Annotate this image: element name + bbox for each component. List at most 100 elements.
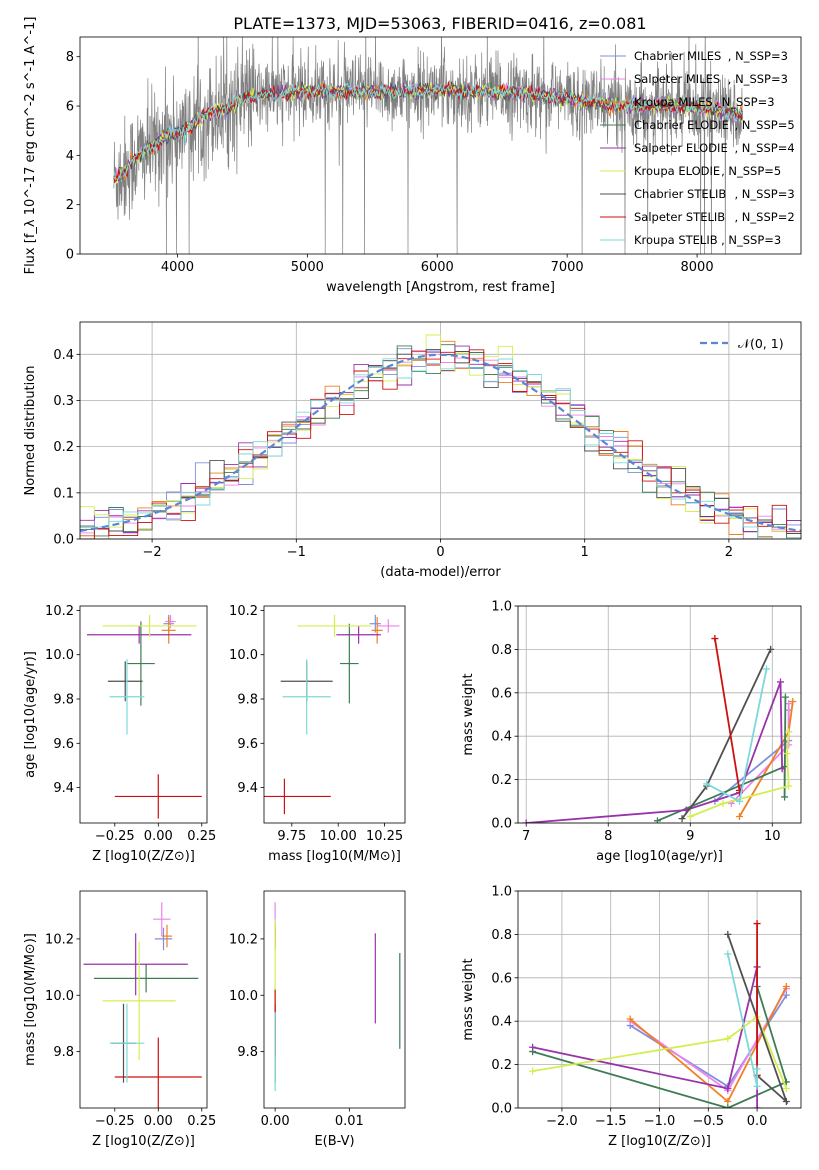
- x-tick-label: 1: [581, 545, 589, 560]
- errorbar-salpeter-stelib: [114, 1037, 202, 1108]
- weight-marker: [767, 645, 775, 653]
- weight-marker: [785, 728, 793, 736]
- x-tick-label: 7: [522, 829, 530, 844]
- plot-area: [86, 614, 202, 819]
- x-tick-label: −0.5: [693, 1114, 725, 1129]
- y-tick-label: 9.8: [237, 1045, 258, 1060]
- axes: −2 −1 0 1 2 0.0 0.1 0.2 0.3 0.4 (data-model)/error…: [23, 321, 802, 580]
- x-tick-label: −1.0: [644, 1114, 676, 1129]
- y-axis-label: Flux [f_λ 10^-17 erg cm^-2 s^-1 A^-1]: [23, 17, 38, 275]
- x-axis-label: Z [log10(Z/Z⊙)]: [92, 1134, 195, 1149]
- y-tick-label: 0.2: [491, 773, 512, 788]
- axes-frame: [263, 605, 406, 824]
- y-tick-label: 10.0: [229, 989, 258, 1004]
- x-tick-label: 8000: [681, 260, 714, 275]
- x-tick-label: 5000: [291, 260, 324, 275]
- weight-marker: [781, 693, 789, 701]
- figure-title: PLATE=1373, MJD=53063, FIBERID=0416, z=0…: [233, 14, 646, 33]
- model-spectrum-kroupa-stelib: [113, 81, 743, 180]
- errorbar-salpeter-miles: [153, 902, 171, 937]
- y-tick-label: 0.4: [53, 348, 74, 363]
- axes-frame: [79, 605, 208, 824]
- x-tick-label: 0.00: [144, 829, 173, 844]
- y-tick-label: 10.2: [45, 604, 74, 619]
- y-tick-label: 4: [66, 149, 74, 164]
- axes: 0.00 0.01 9.8 10.0 10.2 E(B-V): [229, 890, 406, 1149]
- errorbar-kroupa-stelib: [282, 659, 331, 735]
- weight-marker: [686, 812, 694, 820]
- legend-nssp: , N_SSP=5: [721, 164, 781, 178]
- x-tick-label: 9.75: [277, 829, 306, 844]
- x-axis-label: mass [log10(M/M⊙)]: [268, 849, 401, 864]
- y-tick-label: 8: [66, 50, 74, 65]
- legend-label: 𝒩(0, 1): [738, 336, 784, 351]
- plot-area: [529, 920, 790, 1108]
- legend-label: Salpeter MILES: [634, 72, 720, 86]
- y-axis-label: Normed distribution: [23, 366, 38, 496]
- errorbar-chabrier-elodie: [93, 964, 199, 993]
- x-tick-label: −1: [287, 545, 306, 560]
- y-tick-label: 0.8: [491, 643, 512, 658]
- legend-nssp: , N_SSP=3: [714, 95, 774, 109]
- x-tick-label: 0.25: [187, 1114, 216, 1129]
- x-tick-label: 4000: [161, 260, 194, 275]
- weight-marker: [753, 1104, 761, 1108]
- y-tick-label: 2: [66, 198, 74, 213]
- x-tick-label: 0.00: [144, 1114, 173, 1129]
- legend: Chabrier MILES , N_SSP=3 Salpeter MILES , N…: [600, 49, 795, 247]
- legend-label: Kroupa MILES: [634, 95, 713, 109]
- spectrum-panel: 4000 5000 6000 7000 8000 0 2 4 6 8 wavelength [Ang…: [23, 17, 802, 295]
- errorbar-salpeter-elodie: [86, 625, 192, 644]
- errorbar-kroupa-elodie: [102, 614, 197, 637]
- legend-label: Salpeter STELIB: [634, 210, 725, 224]
- y-tick-label: 9.8: [237, 693, 258, 708]
- errorbar-chabrier-stelib: [107, 661, 143, 702]
- axes-frame: [263, 890, 406, 1109]
- y-tick-label: 0.1: [53, 486, 74, 501]
- legend-nssp: , N_SSP=3: [735, 187, 795, 201]
- weight-marker: [735, 797, 743, 805]
- y-tick-label: 10.0: [229, 648, 258, 663]
- y-tick-label: 9.6: [237, 737, 258, 752]
- axes: 4000 5000 6000 7000 8000 0 2 4 6 8 wavelength [Ang…: [23, 17, 802, 295]
- weight-marker: [789, 697, 797, 705]
- mass-vs-metallicity-panel: −0.25 0.00 0.25 9.8 10.0 10.2 Z [log10(Z/Z⊙)] m…: [23, 890, 216, 1149]
- errorbar-salpeter-elodie: [336, 625, 381, 644]
- x-axis-label: E(B-V): [314, 1134, 354, 1149]
- weight-marker: [678, 815, 686, 823]
- errorbar-salpeter-stelib: [264, 778, 331, 815]
- axes: −2.0 −1.5 −1.0 −0.5 0.0 0.0 0.2 0.4 0.6 0.8 1.0 Z […: [461, 885, 802, 1149]
- legend-label: Salpeter ELODIE: [634, 141, 728, 155]
- weight-marker: [782, 991, 790, 999]
- axes-frame: [79, 321, 802, 540]
- weight-marker: [753, 1065, 761, 1073]
- weight-line-salpeter-stelib: [714, 638, 741, 791]
- y-axis-label: mass weight: [461, 958, 476, 1040]
- errorbar-kroupa-miles: [371, 617, 383, 644]
- weight-marker: [724, 1035, 732, 1043]
- plot-area: [83, 902, 202, 1108]
- weight-marker: [781, 793, 789, 801]
- y-tick-label: 10.2: [45, 932, 74, 947]
- plot-area: [113, 37, 743, 254]
- y-tick-label: 0.4: [491, 1015, 512, 1030]
- errorbar-chabrier-miles: [369, 614, 381, 633]
- x-tick-label: 0.01: [335, 1114, 364, 1129]
- weight-marker: [785, 782, 793, 790]
- legend-label: Chabrier MILES: [634, 49, 721, 63]
- weight-marker: [719, 799, 727, 807]
- y-tick-label: 0.4: [491, 730, 512, 745]
- y-tick-label: 0.0: [491, 1102, 512, 1117]
- y-tick-label: 1.0: [491, 600, 512, 615]
- axes-frame: [79, 36, 802, 255]
- y-tick-label: 0.2: [53, 440, 74, 455]
- x-tick-label: −2.0: [546, 1114, 578, 1129]
- y-tick-label: 10.0: [45, 648, 74, 663]
- y-tick-label: 0.6: [491, 971, 512, 986]
- legend-nssp: , N_SSP=3: [721, 233, 781, 247]
- weight-marker: [735, 812, 743, 820]
- y-tick-label: 1.0: [491, 885, 512, 900]
- y-tick-label: 0.2: [491, 1058, 512, 1073]
- mass-weight-vs-metallicity-panel: −2.0 −1.5 −1.0 −0.5 0.0 0.0 0.2 0.4 0.6 0.8 1.0 Z […: [461, 885, 802, 1149]
